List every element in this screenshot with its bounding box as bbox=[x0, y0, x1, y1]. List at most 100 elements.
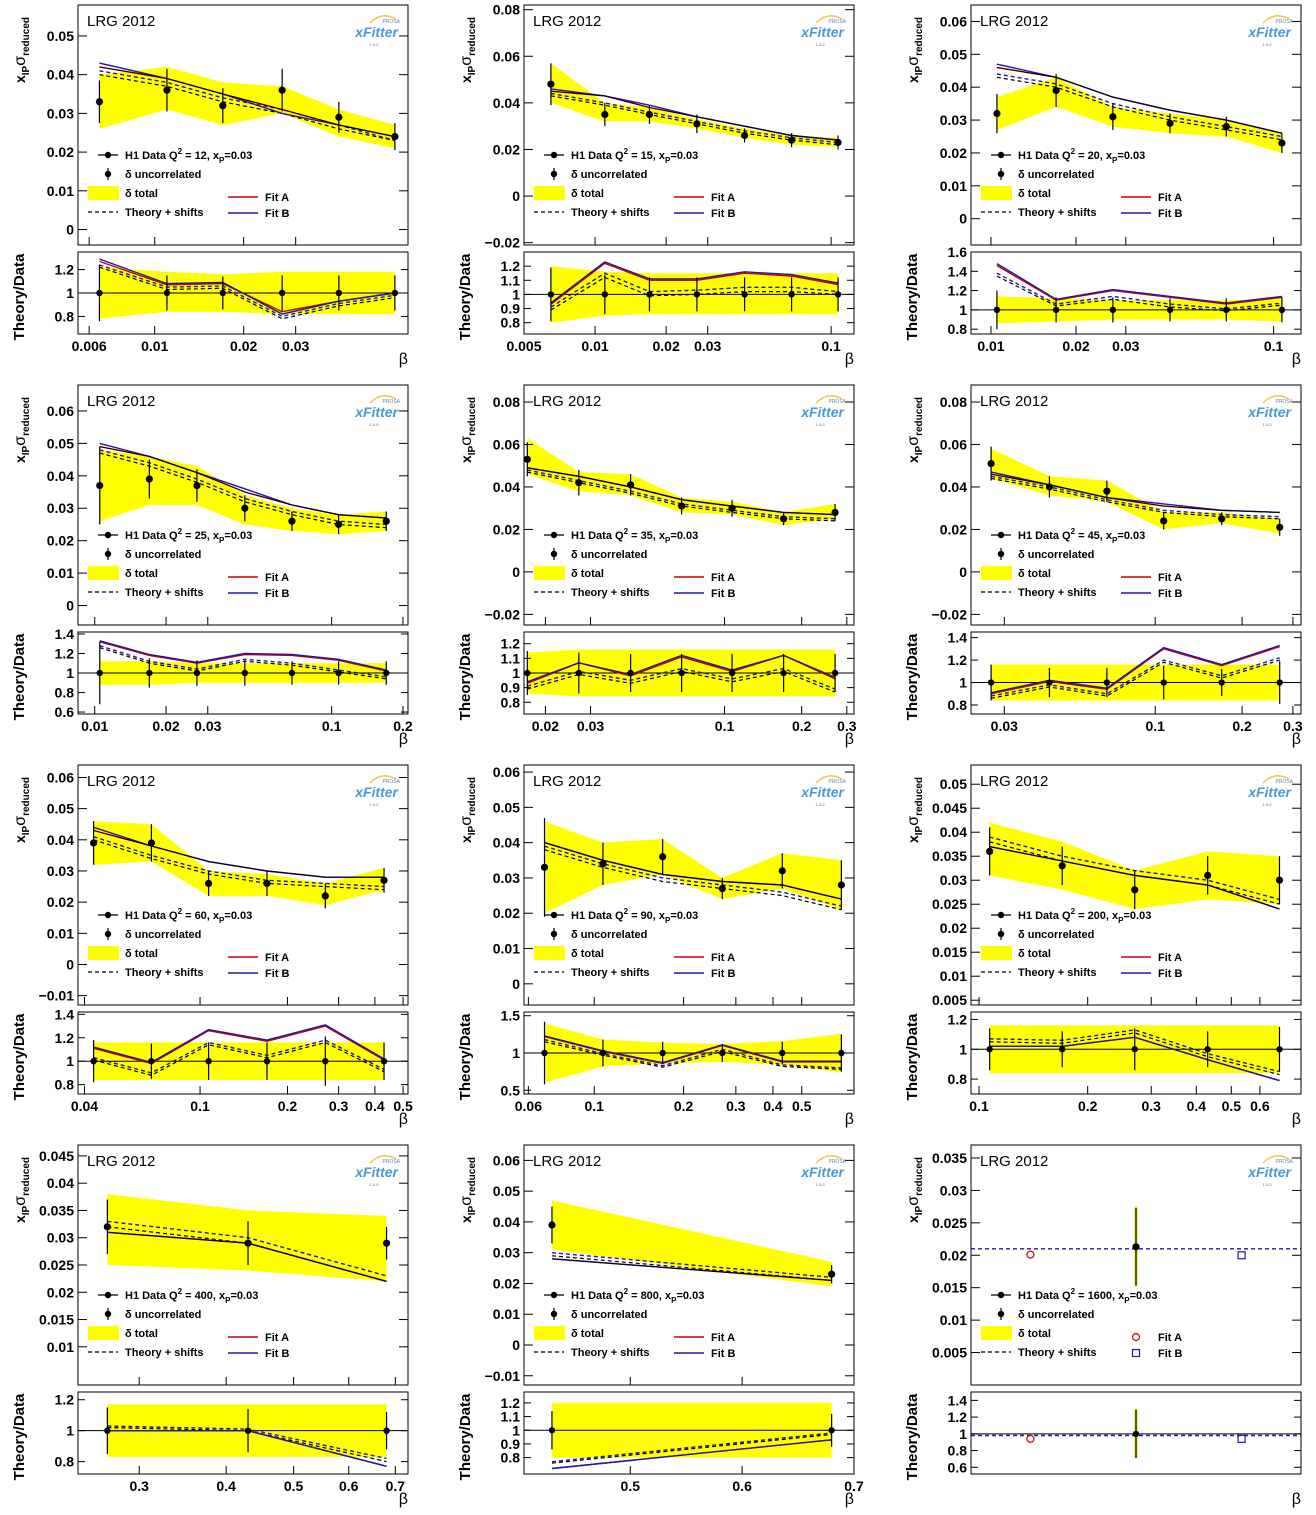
logo-small-text: PROSA bbox=[1275, 19, 1293, 25]
data-point bbox=[241, 504, 249, 512]
y-tick-label: −0.01 bbox=[485, 1368, 521, 1384]
y-tick-label: 0 bbox=[512, 1337, 520, 1353]
main-plot-area bbox=[89, 821, 388, 909]
y-tick-label: 0.03 bbox=[47, 1230, 74, 1246]
y-tick-label: 0.04 bbox=[493, 835, 520, 851]
dataset-label: LRG 2012 bbox=[980, 773, 1048, 790]
x-tick-label: 0.3 bbox=[726, 1098, 746, 1114]
legend-theory-label: Theory + shifts bbox=[1018, 1347, 1097, 1359]
ratio-point bbox=[547, 291, 555, 298]
ratio-plot-area bbox=[524, 1021, 854, 1085]
panel-q2-20: 0 0.01 0.02 0.03 0.04 0.05 0.06 0.8 1 1.2 1.4 1.6 0.… bbox=[903, 0, 1313, 370]
legend-theory-label: Theory + shifts bbox=[125, 1347, 204, 1359]
ratio-y-tick-label: 1.1 bbox=[501, 1409, 521, 1425]
x-tick-label: 0.03 bbox=[194, 718, 221, 734]
y-tick-label: −0.02 bbox=[932, 606, 968, 622]
data-point bbox=[278, 86, 286, 94]
legend-fit-b-label: Fit B bbox=[265, 208, 289, 220]
y-tick-label: 0.01 bbox=[47, 925, 74, 941]
legend-uncorr-marker bbox=[550, 930, 558, 938]
ratio-y-axis-label: Theory/Data bbox=[457, 1013, 474, 1100]
data-point bbox=[335, 520, 343, 529]
ratio-point bbox=[601, 291, 609, 298]
x-tick-label: 0.5 bbox=[1222, 1098, 1242, 1114]
logo-arc-icon bbox=[1262, 775, 1290, 784]
chart-svg: 00.010.020.030.040.050.060.511.50.06 0.1 0… bbox=[457, 764, 855, 1128]
y-tick-label: 0.01 bbox=[47, 1339, 74, 1355]
legend-theory-label: Theory + shifts bbox=[125, 967, 204, 979]
legend-uncorr-marker bbox=[997, 170, 1005, 178]
total-uncertainty-band bbox=[552, 1200, 832, 1287]
ratio-y-axis-label: Theory/Data bbox=[904, 253, 921, 340]
y-tick-label: 0 bbox=[959, 211, 967, 227]
legend-fit-a-label: Fit A bbox=[711, 952, 735, 964]
legend-total-label: δ total bbox=[125, 948, 158, 960]
legend-band-swatch bbox=[88, 566, 119, 580]
logo-arc-icon bbox=[815, 395, 843, 404]
data-point bbox=[1160, 517, 1168, 525]
logo-arc-icon bbox=[369, 395, 397, 404]
logo-version: 1.0.0 bbox=[370, 42, 380, 47]
fit-b-marker bbox=[1237, 1251, 1246, 1260]
y-tick-label: 0.035 bbox=[39, 1202, 74, 1218]
y-tick-label: 0.04 bbox=[493, 479, 520, 495]
ratio-point bbox=[788, 291, 795, 298]
y-tick-label: 0.01 bbox=[940, 968, 967, 984]
x-tick-label: 0.03 bbox=[991, 718, 1018, 734]
logo-arc-icon bbox=[815, 1155, 843, 1164]
y-tick-label: 0.08 bbox=[493, 2, 520, 18]
ratio-point bbox=[1052, 306, 1060, 314]
ratio-point bbox=[779, 1049, 786, 1057]
data-point bbox=[547, 80, 555, 88]
y-tick-label: 0.08 bbox=[940, 394, 967, 410]
y-tick-label: 0.04 bbox=[940, 824, 967, 840]
y-tick-label: 0.03 bbox=[47, 863, 74, 879]
x-tick-label: 0.6 bbox=[1250, 1098, 1270, 1114]
ratio-frame bbox=[970, 251, 1302, 335]
ratio-point bbox=[719, 1049, 726, 1057]
x-tick-label: 0.2 bbox=[674, 1098, 694, 1114]
logo-small-text: PROSA bbox=[382, 19, 400, 25]
ratio-fit-b-line bbox=[996, 263, 1282, 304]
ratio-theory-line bbox=[990, 659, 1280, 699]
chart-svg: 0.0050.010.0150.020.0250.030.0350.60.811… bbox=[904, 1144, 1302, 1508]
legend-theory-label: Theory + shifts bbox=[1018, 587, 1097, 599]
ratio-point bbox=[90, 1058, 97, 1065]
theory-shifts-line bbox=[93, 836, 385, 888]
theory-shifts-line bbox=[996, 76, 1283, 141]
y-tick-label: 0.03 bbox=[493, 870, 520, 886]
logo-version: 1.0.0 bbox=[370, 802, 380, 807]
legend-theory-label: Theory + shifts bbox=[1018, 967, 1097, 979]
ratio-point bbox=[728, 669, 736, 677]
data-point bbox=[831, 508, 839, 517]
ratio-y-tick-label: 1.2 bbox=[55, 1392, 75, 1408]
y-tick-label: 0.04 bbox=[47, 1175, 74, 1191]
dataset-label: LRG 2012 bbox=[533, 773, 601, 790]
y-tick-label: 0.06 bbox=[940, 13, 967, 29]
x-tick-label: 0.03 bbox=[694, 338, 721, 354]
main-plot-area bbox=[524, 438, 839, 526]
x-tick-label: 0.1 bbox=[821, 338, 841, 354]
legend-data-label: H1 Data Q2 = 90, xP=0.03 bbox=[571, 907, 698, 925]
logo-text: xFitter bbox=[354, 404, 399, 420]
theory-shifts-line bbox=[93, 839, 385, 891]
legend: H1 Data Q2 = 20, xP=0.03 δ uncorrelated δ … bbox=[981, 147, 1182, 220]
data-point bbox=[263, 879, 271, 888]
ratio-point bbox=[335, 669, 342, 677]
legend-band-swatch bbox=[88, 186, 119, 200]
legend-fit-b-label: Fit B bbox=[1158, 588, 1182, 600]
ratio-theory-line bbox=[99, 264, 396, 318]
legend-data-marker bbox=[550, 531, 558, 539]
ratio-point bbox=[219, 289, 226, 297]
ratio-point bbox=[383, 1427, 390, 1434]
main-frame bbox=[970, 1144, 1302, 1386]
y-tick-label: 0.04 bbox=[47, 67, 74, 83]
y-tick-label: 0.04 bbox=[940, 479, 967, 495]
y-tick-label: 0.06 bbox=[493, 1152, 520, 1168]
legend-uncorr-marker bbox=[997, 550, 1005, 558]
